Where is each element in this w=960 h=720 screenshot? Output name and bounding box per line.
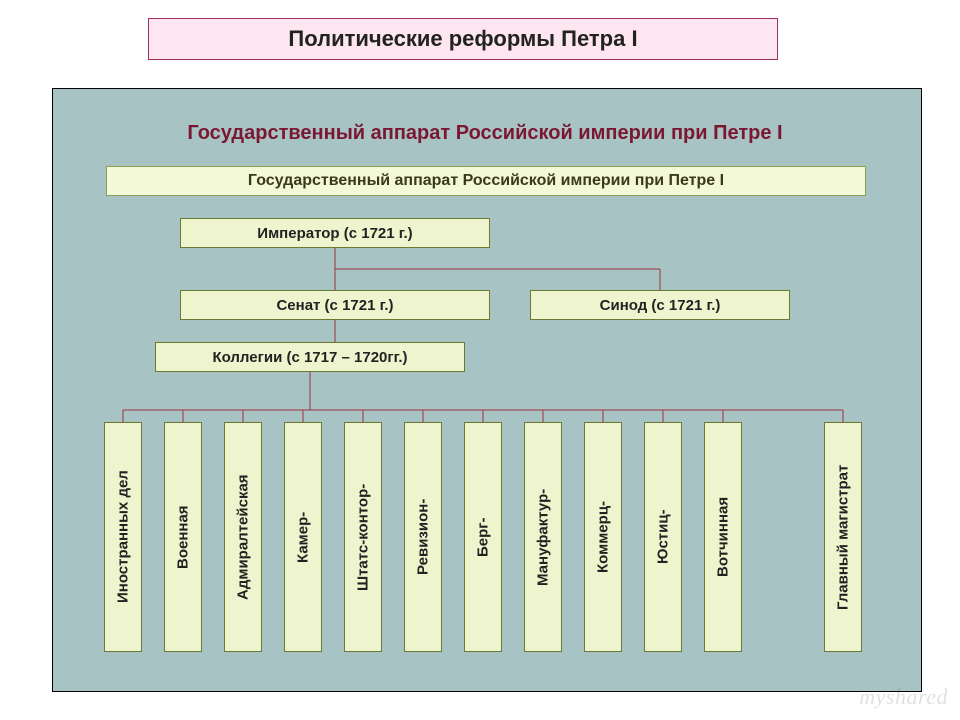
column-12: Главный магистрат (824, 422, 862, 652)
column-3: Камер- (284, 422, 322, 652)
diagram-heading: Государственный аппарат Российской импер… (95, 106, 875, 160)
node-kollegii: Коллегии (с 1717 – 1720гг.) (155, 342, 465, 372)
node-emperor: Император (с 1721 г.) (180, 218, 490, 248)
column-5: Ревизион- (404, 422, 442, 652)
column-6: Берг- (464, 422, 502, 652)
watermark: myshared (859, 684, 948, 710)
column-1: Военная (164, 422, 202, 652)
column-9: Юстиц- (644, 422, 682, 652)
page-title-box: Политические реформы Петра I (148, 18, 778, 60)
column-0: Иностранных дел (104, 422, 142, 652)
column-4: Штатс-контор- (344, 422, 382, 652)
column-7: Мануфактур- (524, 422, 562, 652)
column-10: Вотчинная (704, 422, 742, 652)
subheading-box: Государственный аппарат Российской импер… (106, 166, 866, 196)
node-senate: Сенат (с 1721 г.) (180, 290, 490, 320)
column-8: Коммерц- (584, 422, 622, 652)
node-synod: Синод (с 1721 г.) (530, 290, 790, 320)
column-2: Адмиралтейская (224, 422, 262, 652)
